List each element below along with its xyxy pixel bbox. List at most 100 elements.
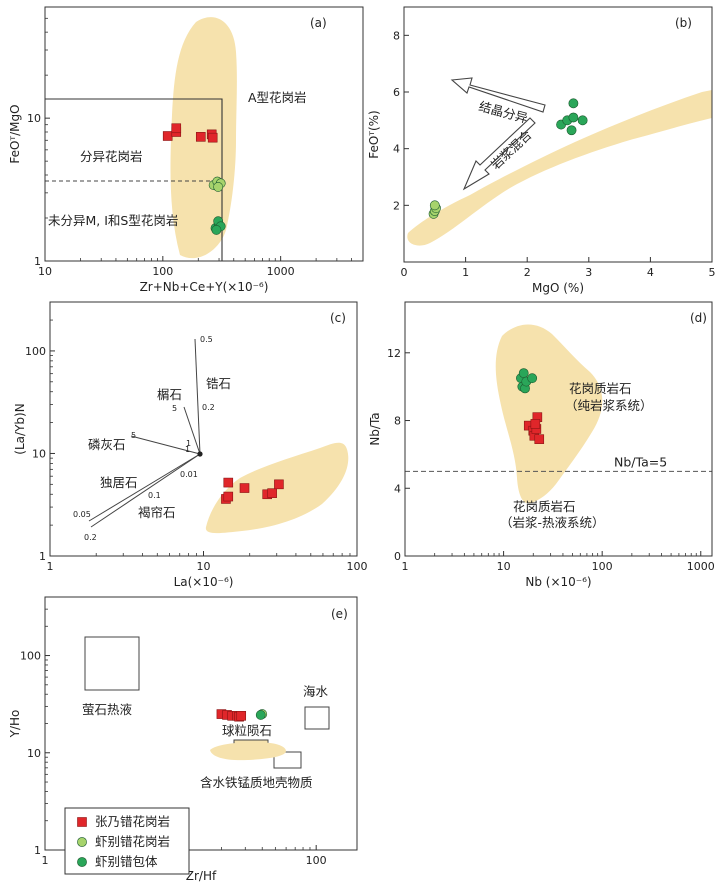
e-y-tick-label: 10 [27, 747, 41, 760]
c-mineral-vectors [88, 338, 201, 528]
e-label-seawater: 海水 [303, 684, 329, 699]
crystallization-arrow [450, 77, 546, 113]
d-x-tick-label: 10 [497, 560, 511, 573]
e-x-axis-label: Zr/Hf [186, 869, 217, 883]
d-point-s0 [530, 419, 541, 429]
a-plot-frame [44, 6, 364, 262]
b-point-s1 [568, 98, 579, 109]
apatite-vector [130, 435, 201, 455]
legend-label-1: 虾别错花岗岩 [95, 834, 170, 849]
b-x-tick-label: 4 [647, 266, 654, 279]
zircon-vector [194, 338, 201, 455]
panel-d: (d) 花岗质岩石 （纯岩浆系统） 花岗质岩石 （岩浆-热液系统） Nb/Ta=… [368, 301, 715, 589]
d-point-s1 [518, 368, 529, 379]
d-plot-frame [404, 301, 713, 557]
c-y-tick-label: 100 [25, 345, 46, 358]
legend-label-2: 虾别错包体 [95, 854, 158, 869]
b-y-tick-label: 8 [393, 29, 400, 42]
a-label-fractionated: 分异花岗岩 [80, 149, 143, 164]
panel-a: (a) A型花岗岩 分异花岗岩 未分异M, I和S型花岗岩 10 100 1000 1… [8, 6, 364, 294]
e-y-tick-label: 100 [20, 650, 41, 663]
e-field [210, 742, 286, 761]
magma-mixing-arrow [462, 117, 536, 191]
b-point-s1 [577, 115, 588, 126]
c-tick-o1: 0.01 [180, 470, 198, 479]
d-x-tick-label: 100 [592, 560, 613, 573]
c-y-axis-label: (La/Yb)N [13, 403, 27, 454]
d-y-tick-label: 4 [394, 482, 401, 495]
b-x-tick-label: 3 [585, 266, 592, 279]
c-x-tick-label: 10 [197, 560, 211, 573]
c-label-apatite: 磷灰石 [88, 437, 126, 452]
d-label-bottom-2: （岩浆-热液系统） [500, 515, 605, 530]
c-point-s0 [274, 479, 284, 490]
d-label-top-2: （纯岩浆系统） [565, 398, 653, 413]
a-point-s0 [195, 132, 206, 142]
a-boundary-solid [45, 98, 223, 261]
e-label-chondrite: 球粒陨石 [222, 723, 272, 738]
c-label-titanite: 榍石 [157, 387, 182, 402]
c-label-zircon: 锆石 [206, 376, 231, 391]
c-y-tick-label: 1 [39, 550, 46, 563]
e-label-crust: 含水铁锰质地壳物质 [200, 775, 313, 790]
b-panel-label: (b) [675, 16, 692, 30]
e-point-s2 [255, 710, 266, 720]
a-point-s2 [211, 225, 222, 235]
c-label-monazite: 独居石 [100, 475, 138, 490]
c-tick-a2: 1 [185, 445, 190, 454]
c-x-tick-label: 100 [347, 560, 368, 573]
monazite-vector [88, 453, 201, 522]
c-label-allanite: 褐帘石 [138, 505, 176, 520]
fluorite-box [84, 636, 140, 691]
d-refline-label: Nb/Ta=5 [614, 454, 667, 469]
a-point-s1 [213, 182, 224, 192]
b-x-tick-label: 5 [709, 266, 716, 279]
b-arrows [450, 77, 546, 191]
c-x-axis-label: La(×10⁻⁶) [174, 575, 234, 589]
allanite-vector [90, 453, 201, 528]
c-tick-o2: 0.1 [148, 491, 161, 500]
c-point-s0 [223, 491, 234, 502]
a-label-a-granite: A型花岗岩 [248, 90, 307, 105]
d-panel-label: (d) [690, 311, 707, 325]
c-x-tick-label: 1 [47, 560, 54, 573]
c-tick-a1: 5 [131, 431, 136, 440]
b-point-s1 [568, 112, 579, 123]
a-y-axis-label: FeOᵀ/MgO [8, 104, 22, 163]
legend-marker-2 [77, 857, 87, 867]
e-panel-label: (e) [331, 607, 348, 621]
c-panel-label: (c) [330, 311, 346, 325]
c-tick-m2: 1 [186, 439, 191, 448]
e-y-axis-label: Y/Ho [8, 710, 22, 739]
d-y-tick-label: 12 [387, 347, 401, 360]
d-x-tick-label: 1000 [687, 560, 715, 573]
legend-label-0: 张乃错花岗岩 [95, 814, 170, 829]
c-tick-z2: 0.2 [202, 403, 215, 412]
crust-box [273, 751, 302, 769]
c-point-s0 [239, 483, 250, 493]
d-point-s0 [534, 434, 545, 444]
e-y-tick-label: 1 [34, 844, 41, 857]
a-point-s0 [171, 123, 182, 134]
c-point-s0 [223, 477, 234, 488]
b-y-axis-label: FeOᵀ(%) [367, 110, 381, 158]
a-point-s0 [207, 132, 218, 143]
b-point-s1 [566, 125, 577, 136]
b-x-tick-label: 0 [401, 266, 408, 279]
b-y-tick-label: 6 [393, 86, 400, 99]
a-label-unfractionated: 未分异M, I和S型花岗岩 [48, 213, 178, 228]
b-y-tick-label: 4 [393, 143, 400, 156]
a-y-tick-label: 10 [27, 112, 41, 125]
c-tick-o4: 0.2 [84, 533, 97, 542]
a-x-tick-label: 10 [38, 265, 52, 278]
b-plot-frame [403, 6, 713, 263]
e-x-tick-label: 1 [42, 854, 49, 867]
b-y-tick-label: 2 [393, 199, 400, 212]
c-vector-origin [197, 451, 203, 457]
panel-c: (c) 0.5 0.2 5 1 5 1 0.01 0.1 0.05 0.2 锆石… [13, 301, 368, 589]
b-x-axis-label: MgO (%) [532, 281, 584, 295]
e-x-tick-label: 100 [306, 854, 327, 867]
seawater-box [304, 706, 330, 730]
